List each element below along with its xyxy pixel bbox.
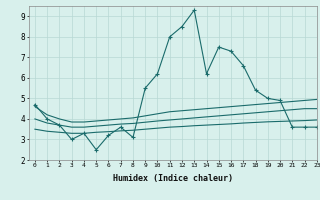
X-axis label: Humidex (Indice chaleur): Humidex (Indice chaleur) [113,174,233,183]
